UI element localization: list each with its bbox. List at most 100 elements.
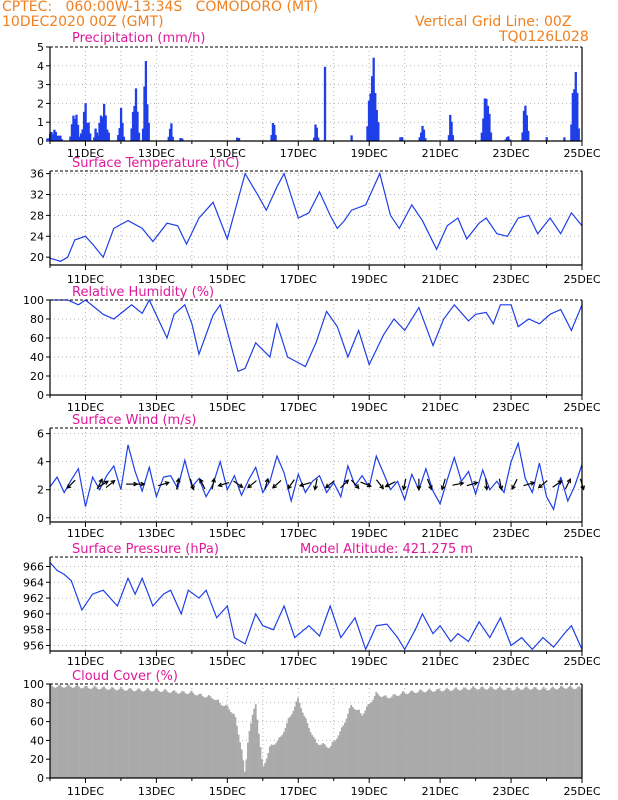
panel6-cloud-column bbox=[453, 688, 456, 778]
panel1-precip-bar bbox=[51, 134, 55, 141]
panel6-cloud-column bbox=[553, 688, 556, 778]
panel2-ytick-label: 36 bbox=[30, 168, 44, 181]
panel6-cloud-column bbox=[68, 685, 71, 778]
panel1-precip-bar bbox=[70, 124, 74, 141]
panel1-ytick-label: 3 bbox=[37, 79, 44, 92]
panel6-cloud-column bbox=[295, 701, 298, 778]
panel6-cloud-column bbox=[353, 709, 356, 778]
panel5-series-line bbox=[49, 562, 583, 652]
panel4-wind-vector-head bbox=[401, 485, 407, 491]
panel6-cloud-column bbox=[577, 686, 579, 778]
panel1-xtick-label: 15DEC bbox=[209, 147, 246, 160]
panel1-ytick-label: 0 bbox=[37, 135, 44, 148]
panel4-wind-vector-head bbox=[366, 482, 372, 488]
panel6-cloud-column bbox=[389, 698, 392, 778]
panel6-cloud-column bbox=[564, 688, 567, 778]
panel6-cloud-column bbox=[513, 690, 515, 778]
panel6-cloud-column bbox=[135, 690, 138, 778]
panel4-wind-vector-head bbox=[103, 480, 109, 486]
panel6-cloud-column bbox=[220, 704, 223, 778]
panel4-wind-vector-head bbox=[217, 482, 223, 488]
panel6-cloud-column bbox=[101, 687, 104, 778]
panel6-cloud-column bbox=[82, 687, 85, 778]
panel4-xtick-label: 11DEC bbox=[67, 527, 104, 540]
panel6-cloud-column bbox=[126, 690, 129, 778]
panel1-precip-bar bbox=[79, 133, 83, 141]
panel4-xtick-label: 23DEC bbox=[493, 527, 530, 540]
panel6-cloud-column bbox=[370, 702, 373, 778]
panel1-precip-bar bbox=[89, 133, 92, 141]
panel6-cloud-column bbox=[331, 741, 334, 778]
panel6-cloud-column bbox=[381, 696, 384, 778]
panel6-cloud-column bbox=[519, 689, 522, 778]
panel1-precip-bar bbox=[119, 107, 123, 141]
panel6-cloud-column bbox=[121, 688, 124, 778]
panel6-cloud-column bbox=[156, 688, 159, 778]
panel6-cloud-column bbox=[60, 686, 63, 778]
panel6-cloud-column bbox=[549, 689, 551, 778]
panel4-ytick-label: 6 bbox=[37, 428, 44, 441]
panel6-cloud-column bbox=[192, 692, 195, 778]
panel1-precip-bar bbox=[486, 105, 490, 141]
panel6-xtick-label: 21DEC bbox=[422, 785, 459, 798]
panel2-xtick-label: 17DEC bbox=[280, 273, 317, 286]
panel5-ytick-label: 966 bbox=[23, 560, 44, 573]
panel6-cloud-column bbox=[445, 687, 448, 778]
panel6-cloud-column bbox=[148, 689, 151, 778]
panel6-xtick-label: 13DEC bbox=[138, 785, 175, 798]
panel6-cloud-column bbox=[145, 689, 148, 778]
panel6-cloud-column bbox=[534, 687, 537, 778]
panel5-annotation: Model Altitude: 421.275 m bbox=[300, 542, 473, 557]
panel1-precip-bar bbox=[576, 92, 579, 141]
panel1-precip-bar bbox=[181, 138, 184, 141]
panel6-cloud-column bbox=[223, 705, 226, 778]
panel4-wind-vector-head bbox=[238, 483, 244, 489]
panel1-precip-bar bbox=[53, 129, 56, 141]
panel6-cloud-column bbox=[365, 706, 368, 778]
panel1-precip-bar bbox=[107, 132, 110, 141]
panel1-precip-bar bbox=[521, 132, 524, 141]
panel6-cloud-column bbox=[505, 689, 508, 778]
panel6-cloud-column bbox=[95, 687, 98, 778]
panel4-wind-vector bbox=[66, 479, 76, 489]
panel1-precip-bar bbox=[137, 132, 141, 141]
panel6-cloud-column bbox=[232, 713, 235, 778]
panel1-xtick-label: 17DEC bbox=[280, 147, 317, 160]
panel4-wind-vector bbox=[452, 482, 464, 486]
panel6-cloud-column bbox=[98, 689, 101, 778]
panel6-cloud-column bbox=[253, 708, 256, 778]
panel4-wind-vector bbox=[233, 480, 243, 488]
panel6-cloud-column bbox=[423, 692, 426, 778]
panel1-precip-bar bbox=[118, 127, 121, 141]
panel6-cloud-column bbox=[236, 725, 238, 778]
panel6-cloud-column bbox=[203, 697, 206, 778]
panel1-precip-bar bbox=[323, 66, 327, 141]
panel6-cloud-column bbox=[450, 690, 453, 778]
panel6-cloud-column bbox=[176, 693, 179, 778]
panel3-ytick-label: 0 bbox=[37, 389, 44, 402]
panel1-precip-bar bbox=[574, 71, 577, 141]
panel6-cloud-column bbox=[293, 706, 296, 778]
panel6-cloud-column bbox=[178, 693, 180, 778]
panel1-precip-bar bbox=[76, 124, 80, 141]
panel3-ytick-label: 80 bbox=[30, 313, 44, 326]
panel1-precip-bar bbox=[72, 115, 75, 141]
panel4-wind-vector-head bbox=[246, 483, 252, 489]
panel6-cloud-column bbox=[74, 686, 77, 778]
panel6-cloud-column bbox=[315, 742, 318, 778]
panel1-precip-bar bbox=[55, 139, 58, 141]
panel6-cloud-column bbox=[408, 693, 410, 778]
panel1-precip-bar bbox=[418, 137, 421, 141]
panel6-cloud-column bbox=[572, 688, 575, 778]
panel6-cloud-column bbox=[289, 716, 292, 778]
panel6-cloud-column bbox=[270, 744, 273, 778]
panel6-cloud-column bbox=[456, 689, 459, 778]
panel6-cloud-column bbox=[508, 687, 511, 778]
panel5-xtick-label: 11DEC bbox=[67, 655, 104, 668]
panel6-cloud-column bbox=[375, 691, 378, 778]
panel6-cloud-column bbox=[322, 743, 324, 778]
panel6-cloud-column bbox=[481, 686, 484, 778]
panel1-precip-bar bbox=[146, 104, 149, 141]
panel6-cloud-column bbox=[290, 714, 293, 778]
panel6-cloud-column bbox=[146, 687, 149, 778]
